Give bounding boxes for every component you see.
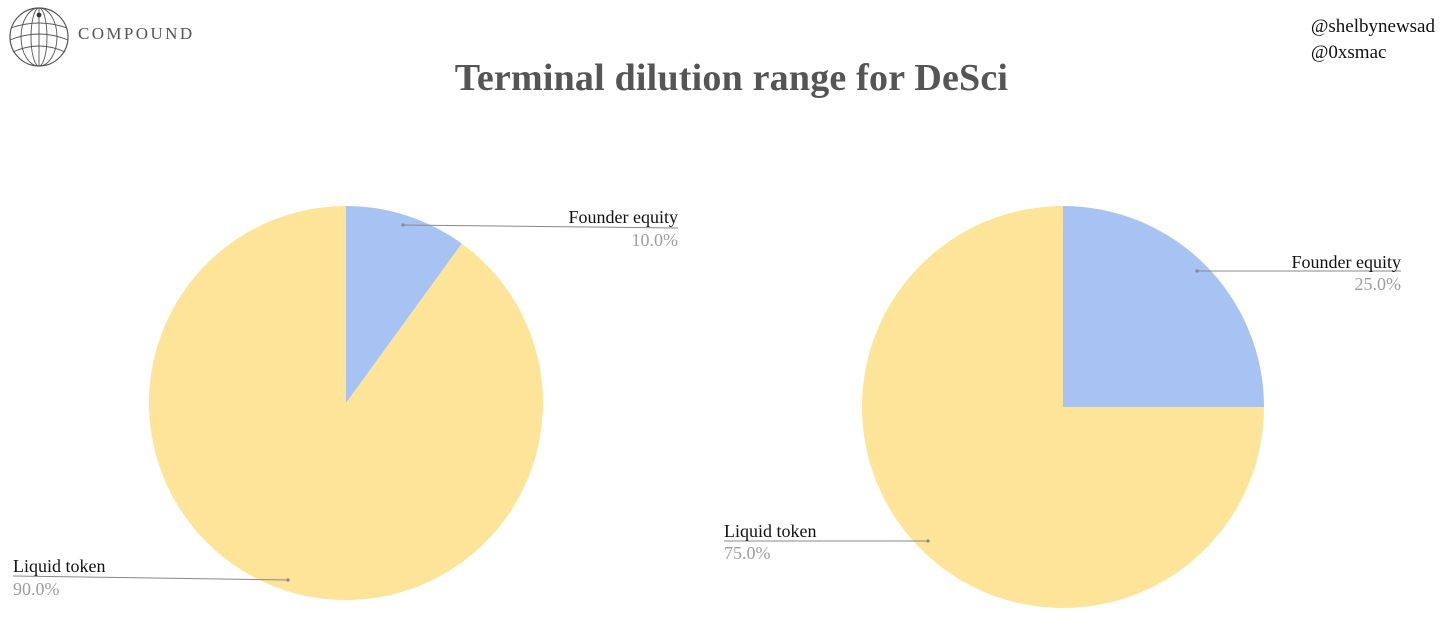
chart-title: Terminal dilution range for DeSci: [454, 57, 1009, 99]
slice-value-liquid-token: 75.0%: [724, 543, 771, 563]
slice-label-liquid-token: Liquid token: [13, 556, 106, 576]
leader-dot: [286, 578, 290, 582]
brand-name: COMPOUND: [78, 24, 195, 43]
slice-value-founder-equity: 10.0%: [632, 230, 679, 250]
author-handles: @shelbynewsad @0xsmac: [1311, 14, 1435, 66]
slice-label-founder-equity: Founder equity: [569, 207, 679, 227]
pie-slice-founder-equity: [1063, 206, 1264, 407]
pie-slice-founder-equity: [346, 206, 462, 403]
slice-value-founder-equity: 25.0%: [1355, 274, 1402, 294]
slice-value-liquid-token: 90.0%: [13, 579, 60, 599]
slice-label-founder-equity: Founder equity: [1292, 252, 1402, 272]
pie-slice-liquid-token: [862, 206, 1264, 608]
pie-chart-1: Founder equity 10.0% Liquid token 90.0%: [12, 206, 679, 600]
leader-line: [402, 224, 679, 229]
author-handle: @shelbynewsad: [1310, 16, 1435, 37]
pie-slice-liquid-token: [149, 206, 544, 600]
leader-line: [12, 575, 289, 581]
compound-logo-icon: [9, 7, 69, 67]
leader-dot: [1195, 269, 1199, 273]
slice-label-liquid-token: Liquid token: [724, 521, 817, 541]
author-handle: @0xsmac: [1310, 42, 1387, 63]
leader-dot: [401, 223, 405, 227]
leader-dot: [926, 539, 930, 543]
